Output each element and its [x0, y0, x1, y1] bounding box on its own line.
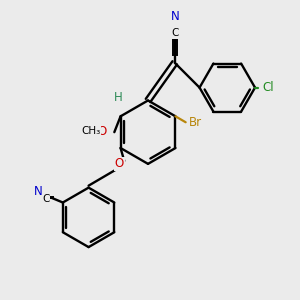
Text: N: N	[170, 10, 179, 23]
Text: C: C	[42, 194, 50, 203]
Text: H: H	[114, 91, 123, 104]
Text: C: C	[171, 28, 178, 38]
Text: O: O	[98, 125, 107, 138]
Text: N: N	[34, 185, 42, 198]
Text: Br: Br	[189, 116, 202, 129]
Text: CH₃: CH₃	[81, 126, 100, 136]
Text: O: O	[115, 158, 124, 170]
Text: Cl: Cl	[262, 81, 274, 94]
